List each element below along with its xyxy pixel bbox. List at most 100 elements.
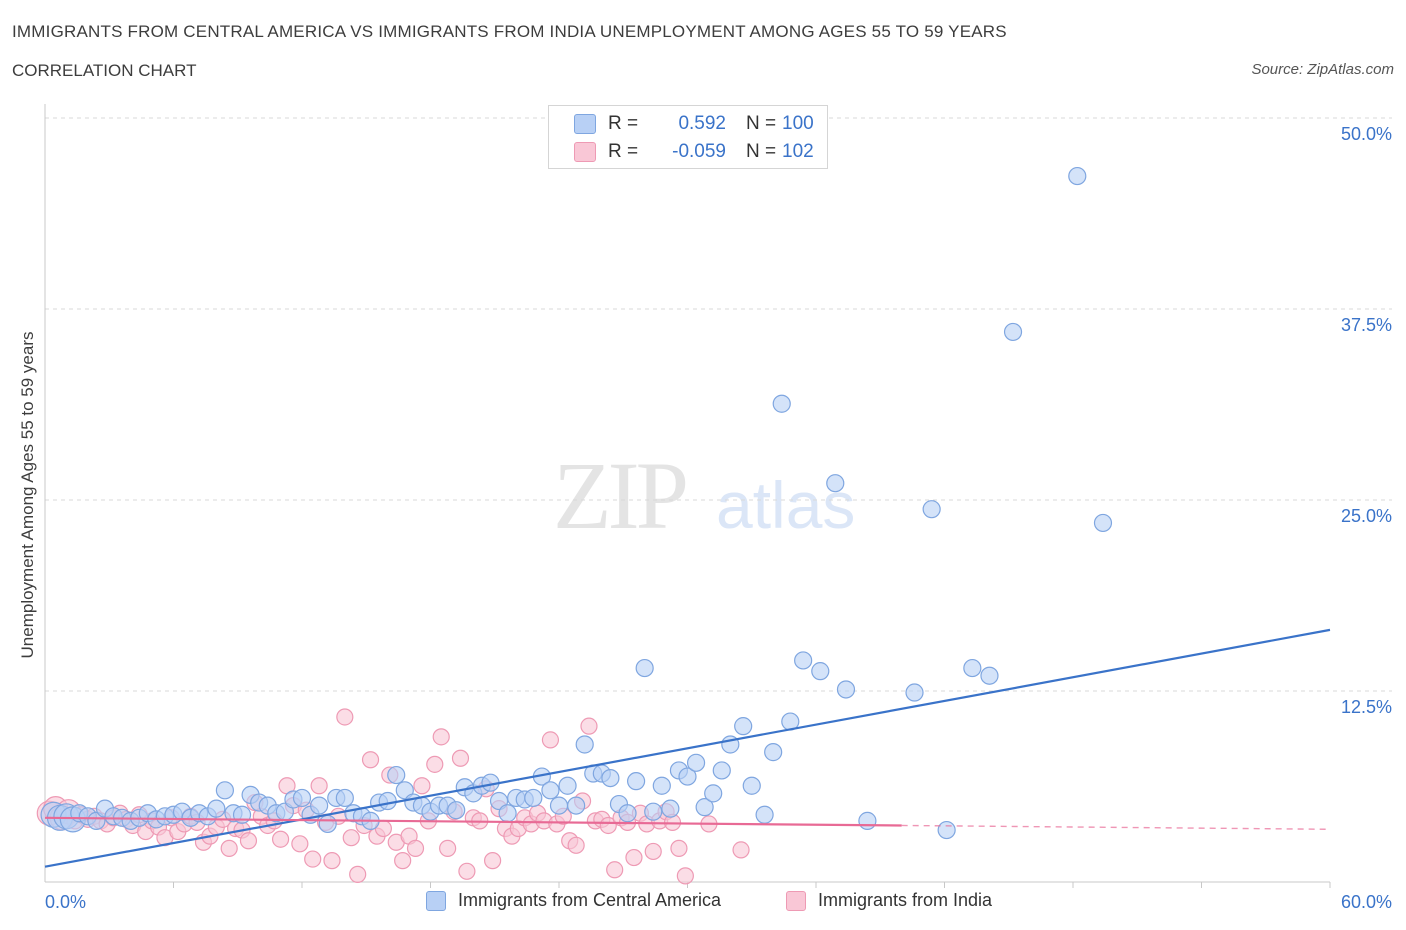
central-america-point [575, 735, 594, 754]
central-america-point [318, 814, 337, 834]
india-point [271, 830, 290, 848]
central-america-point [524, 788, 543, 808]
central-america-point [652, 776, 671, 795]
india-point [606, 861, 624, 879]
pink-swatch [574, 142, 596, 162]
central-america-point [836, 680, 856, 699]
india-point [567, 836, 585, 854]
central-america-point [558, 776, 577, 795]
n-label: N = [746, 141, 777, 162]
legend-item-india: Immigrants from India [786, 890, 992, 911]
central-america-point [712, 761, 731, 780]
grid-lines [45, 117, 1392, 692]
central-america-point [734, 717, 753, 736]
india-point [394, 852, 412, 870]
india-point [732, 841, 750, 859]
central-america-point [1068, 166, 1087, 186]
n-label: N = [746, 113, 777, 134]
r-label: R = [608, 113, 639, 134]
chart-subtitle: CORRELATION CHART [12, 61, 197, 80]
india-point [580, 717, 598, 735]
india-point [625, 848, 643, 867]
legend-row-blue: R = 0.592 N = 100 [574, 113, 814, 135]
y-tick-label: 37.5% [1341, 315, 1392, 335]
y-tick-label: 12.5% [1341, 697, 1392, 717]
india-point [599, 816, 617, 835]
india-point [342, 829, 360, 847]
central-america-point [207, 799, 226, 818]
central-america-point [1003, 322, 1023, 342]
central-america-points [40, 166, 1113, 840]
central-america-point [626, 772, 646, 791]
india-trend-line [44, 816, 902, 827]
india-point [220, 839, 238, 857]
central-america-point [498, 804, 517, 823]
india-point [291, 835, 309, 853]
india-point [644, 842, 662, 861]
india-point [458, 862, 476, 880]
india-point [323, 852, 341, 870]
india-trend-extension [901, 824, 1331, 830]
central-america-point [1093, 513, 1113, 533]
central-america-point [549, 796, 569, 815]
y-tick-label: 25.0% [1341, 506, 1392, 526]
central-america-point [635, 658, 654, 678]
india-point [670, 839, 688, 857]
central-america-point [811, 662, 830, 681]
central-america-point [742, 776, 761, 795]
india-point [541, 731, 560, 749]
india-point [451, 749, 470, 767]
central-america-point [678, 767, 697, 786]
r-value: -0.059 [672, 141, 726, 162]
central-america-point [601, 768, 620, 788]
central-america-point [858, 811, 877, 830]
central-america-point [963, 658, 982, 678]
y-tick-label: 50.0% [1341, 124, 1392, 144]
central-america-point [661, 799, 680, 818]
chart-title: IMMIGRANTS FROM CENTRAL AMERICA VS IMMIG… [12, 22, 1007, 41]
watermark-zip: ZIP [553, 442, 686, 549]
central-america-point [764, 743, 783, 762]
central-america-point [755, 805, 774, 824]
central-america-point [937, 820, 956, 840]
india-point [239, 832, 258, 850]
central-america-point [905, 683, 924, 702]
central-america-point [922, 500, 941, 519]
r-label: R = [608, 141, 639, 162]
central-america-point [447, 801, 466, 820]
india-point [361, 751, 380, 769]
tick-labels: 12.5% 25.0% 37.5% 50.0% 0.0% 60.0% [45, 124, 1392, 912]
n-value: 100 [782, 113, 814, 134]
india-point [432, 728, 450, 746]
stats-legend: R = 0.592 N = 100 R = -0.059 N = 102 [548, 105, 828, 169]
central-america-point [794, 651, 813, 670]
blue-swatch [574, 114, 596, 134]
central-america-trend-line [44, 628, 1331, 868]
india-point [310, 777, 328, 795]
central-america-point [644, 802, 663, 821]
central-america-point [310, 796, 329, 815]
r-value: 0.592 [678, 113, 726, 134]
x-tick-label: 0.0% [45, 892, 86, 912]
india-point [426, 755, 444, 773]
central-america-point [686, 753, 706, 772]
central-america-point [695, 798, 714, 817]
trend-lines [44, 628, 1331, 868]
india-point [304, 850, 322, 868]
india-point [676, 867, 694, 885]
central-america-point [704, 784, 723, 803]
india-point [484, 852, 502, 870]
india-point [349, 865, 367, 883]
x-tick-label: 60.0% [1341, 892, 1392, 912]
central-america-point [378, 791, 397, 811]
central-america-point [335, 788, 354, 808]
central-america-point [215, 781, 234, 800]
source-credit: Source: ZipAtlas.com [1251, 61, 1394, 78]
central-america-point [292, 788, 312, 808]
n-value: 102 [782, 141, 814, 162]
central-america-point [541, 781, 560, 800]
india-point [413, 777, 431, 795]
india-point [336, 708, 354, 726]
legend-label-india: Immigrants from India [818, 890, 993, 910]
